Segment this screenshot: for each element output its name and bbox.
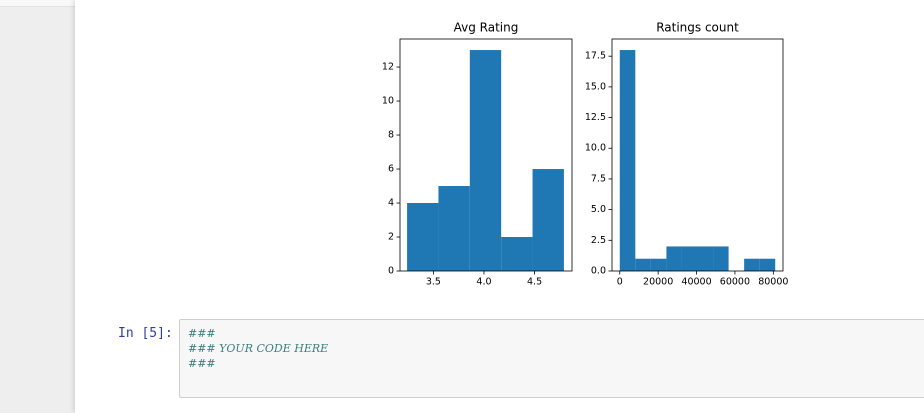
bar: [407, 203, 439, 271]
bar: [713, 246, 729, 271]
code-line: ###: [188, 357, 216, 370]
bar: [666, 246, 682, 271]
charts: Avg Rating 0 2 4 6 8 10 12 3.5 4.0 4.5 Ratings coun…: [382, 21, 789, 288]
y-tick-label: 0: [388, 266, 394, 277]
y-tick-label: 7.5: [591, 173, 606, 184]
y-tick-label: 2: [388, 232, 394, 243]
cell-prompt: In [5]:: [118, 326, 173, 341]
y-tick-label: 2.5: [591, 235, 606, 246]
x-tick-label: 0: [617, 277, 623, 288]
y-tick-label: 15.0: [585, 81, 606, 92]
y-tick-label: 10: [382, 96, 394, 107]
bar: [469, 50, 502, 271]
axes-frame: [399, 38, 573, 272]
bar: [619, 50, 636, 271]
bar: [759, 258, 776, 271]
y-tick-label: 5.0: [591, 204, 606, 215]
bar: [532, 169, 564, 271]
code-cell[interactable]: ### ### YOUR CODE HERE ###: [179, 319, 924, 398]
bar: [438, 186, 470, 271]
y-tick-label: 4: [388, 198, 394, 209]
bar: [744, 258, 760, 271]
y-tick-label: 12: [382, 62, 394, 73]
code-line: ###: [188, 327, 216, 340]
y-tick-label: 12.5: [585, 112, 606, 123]
x-tick-label: 4.5: [527, 277, 542, 288]
bar: [681, 246, 698, 271]
code-line: ### YOUR CODE HERE: [188, 342, 329, 355]
x-tick-label: 80000: [758, 277, 788, 288]
y-tick-label: 17.5: [585, 51, 606, 62]
chart-title: Ratings count: [656, 21, 739, 35]
x-tick-label: 4.0: [476, 277, 491, 288]
bar: [650, 258, 667, 271]
y-tick-label: 10.0: [585, 143, 606, 154]
x-tick-label: 20000: [643, 277, 673, 288]
x-tick-label: 40000: [681, 277, 711, 288]
y-tick-label: 8: [388, 130, 394, 141]
y-tick-label: 6: [388, 164, 394, 175]
bar: [697, 246, 714, 271]
y-tick-label: 0.0: [591, 266, 606, 277]
x-tick-label: 3.5: [426, 277, 441, 288]
axes-frame: [611, 38, 784, 272]
bar: [501, 237, 533, 271]
x-tick-label: 60000: [720, 277, 750, 288]
chart-title: Avg Rating: [454, 21, 519, 35]
bar: [635, 258, 651, 271]
